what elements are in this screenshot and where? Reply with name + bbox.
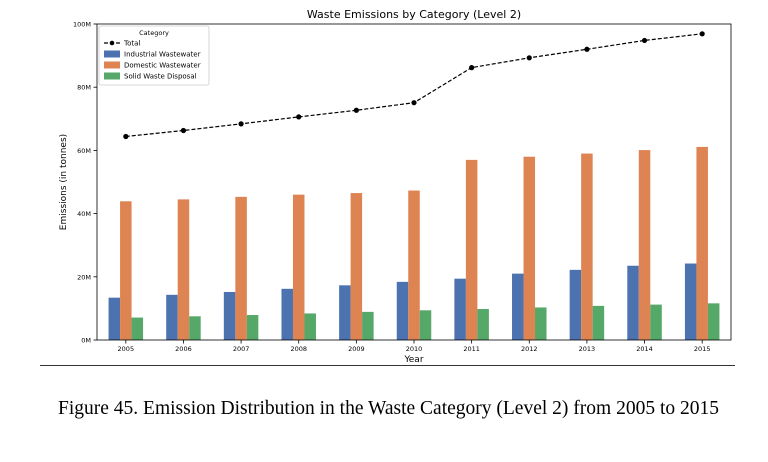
y-tick-label: 100M [73,21,91,29]
total-point-2011 [469,65,475,71]
x-tick-label: 2015 [694,345,711,353]
bar-solid-waste-disposal-2013 [592,305,605,340]
bar-domestic-wastewater-2012 [523,156,536,340]
bar-domestic-wastewater-2009 [350,193,363,340]
x-tick-label: 2014 [636,345,653,353]
total-line-layer [123,31,705,140]
bars-layer [108,146,720,340]
legend-label-domestic-wastewater: Domestic Wastewater [124,62,201,70]
x-tick-label: 2013 [579,345,596,353]
legend-title: Category [139,29,169,37]
x-axis-label: Year [403,355,423,365]
total-line [125,33,703,138]
total-point-2012 [526,55,532,61]
legend-label-total: Total [123,40,140,48]
bar-solid-waste-disposal-2014 [650,304,662,340]
bar-industrial-wastewater-2012 [512,273,524,340]
total-point-2007 [238,121,244,127]
bar-solid-waste-disposal-2009 [362,311,374,340]
bar-industrial-wastewater-2015 [684,263,697,340]
x-tick-label: 2007 [233,345,250,353]
y-tick-label: 0M [81,337,91,345]
x-tick-label: 2010 [406,345,423,353]
bar-solid-waste-disposal-2005 [131,317,144,340]
legend-swatch-domestic-wastewater [104,61,120,69]
bar-domestic-wastewater-2005 [120,201,132,340]
bar-industrial-wastewater-2014 [627,265,639,340]
total-point-2015 [699,31,705,37]
x-tick-label: 2005 [118,345,135,353]
x-axis: 2005 2006 2007 2008 2009 2010 2011 2012 2013 2014… [118,340,711,353]
total-point-2014 [641,37,648,44]
bar-domestic-wastewater-2015 [696,146,708,340]
bar-domestic-wastewater-2007 [235,196,247,340]
bar-solid-waste-disposal-2012 [535,307,547,340]
bar-domestic-wastewater-2011 [465,159,478,340]
chart-title: Waste Emissions by Category (Level 2) [307,8,521,21]
legend-label-solid-waste-disposal: Solid Waste Disposal [124,73,197,81]
legend-swatch-solid-waste-disposal [104,72,120,80]
caption-divider [40,365,735,366]
y-axis-label: Emissions (in tonnes) [59,134,69,230]
figure-caption: Figure 45. Emission Distribution in the … [58,398,719,419]
bar-solid-waste-disposal-2011 [477,309,489,340]
x-tick-label: 2009 [348,345,365,353]
legend-label-industrial-wastewater: Industrial Wastewater [124,51,201,59]
bar-solid-waste-disposal-2015 [707,303,720,340]
bar-industrial-wastewater-2008 [281,288,293,340]
bar-solid-waste-disposal-2007 [246,315,259,340]
bar-industrial-wastewater-2010 [396,281,409,340]
legend-box [98,25,210,86]
x-tick-label: 2008 [290,345,307,353]
bar-domestic-wastewater-2013 [581,153,593,340]
y-tick-label: 20M [77,273,91,281]
x-tick-label: 2011 [463,345,480,353]
x-tick-label: 2006 [175,345,192,353]
y-tick-label: 40M [77,210,91,218]
y-axis: 0M 20M 40M 60M 80M 100M [73,21,97,345]
total-point-2013 [584,46,590,52]
total-point-2008 [296,114,302,120]
total-point-2006 [180,127,187,134]
bar-solid-waste-disposal-2010 [419,310,432,340]
y-tick-label: 80M [77,84,91,92]
bar-industrial-wastewater-2009 [339,285,351,340]
bar-industrial-wastewater-2006 [166,294,178,340]
legend-marker-total [109,40,115,46]
y-tick-label: 60M [77,147,91,155]
bar-industrial-wastewater-2011 [454,278,466,340]
legend: Category Total Industrial Wastewater Domest… [98,25,210,86]
bar-domestic-wastewater-2006 [177,199,190,340]
total-point-2009 [353,107,359,113]
bar-domestic-wastewater-2014 [638,150,651,340]
bar-solid-waste-disposal-2008 [304,313,316,340]
legend-swatch-industrial-wastewater [104,50,120,58]
total-point-2010 [411,100,417,106]
bar-industrial-wastewater-2005 [108,297,121,340]
total-point-2005 [123,133,129,140]
bar-domestic-wastewater-2008 [292,194,305,340]
bar-domestic-wastewater-2010 [408,190,420,340]
x-tick-label: 2012 [521,345,538,353]
bar-industrial-wastewater-2013 [569,269,582,340]
bar-industrial-wastewater-2007 [223,291,236,340]
bar-solid-waste-disposal-2006 [189,316,201,340]
